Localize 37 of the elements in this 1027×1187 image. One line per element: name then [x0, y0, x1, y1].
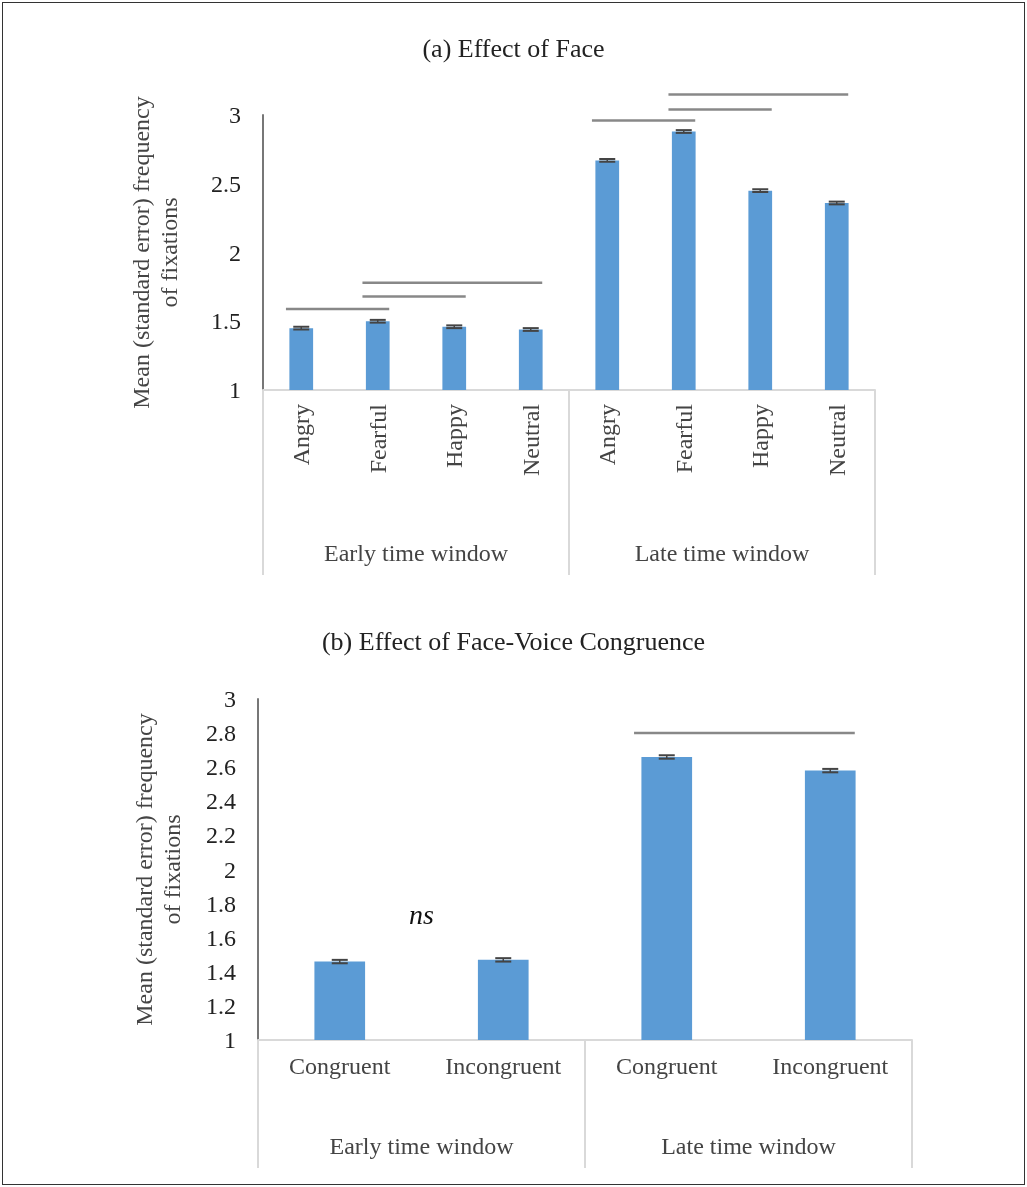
x-tick-label: Incongruent [772, 1053, 889, 1079]
y-tick-label: 2.4 [206, 788, 236, 815]
x-tick-label: Angry [288, 404, 315, 466]
y-tick-label: 3 [229, 102, 241, 128]
y-tick-label: 1.8 [206, 890, 236, 917]
y-tick-label: 2 [229, 239, 241, 266]
y-tick-label: 1.2 [206, 992, 236, 1019]
x-tick-label: Angry [594, 404, 621, 466]
y-axis-title: Mean (standard error) frequency of fixations [128, 96, 182, 409]
x-tick-label: Happy [441, 404, 468, 468]
y-tick-label: 2 [224, 856, 236, 883]
text: Late time window [634, 540, 810, 566]
x-tick-label: Neutral [517, 403, 544, 476]
x-tick-label: Congruent [289, 1053, 391, 1079]
y-tick-label: 1.4 [206, 958, 236, 985]
x-tick-label: Neutral [823, 403, 850, 476]
y-tick-label: 1 [229, 377, 241, 403]
y-tick-label: 1 [224, 1027, 236, 1053]
text: Early time window [329, 1133, 515, 1159]
chart-title: (b) Effect of Face-Voice Congruence [321, 626, 706, 656]
x-tick-label: Congruent [616, 1053, 718, 1079]
y-axis-title: Mean (standard error) frequency of fixations [131, 713, 185, 1026]
annotation: ns [409, 899, 435, 931]
y-tick-label: 2.6 [206, 754, 236, 781]
text: Late time window [661, 1133, 837, 1159]
x-tick-label: Happy [747, 404, 774, 468]
y-tick-label: 2.8 [206, 720, 236, 747]
y-tick-label: 1.6 [206, 924, 236, 951]
y-tick-label: 3 [224, 686, 236, 712]
text: Early time window [324, 540, 509, 566]
x-tick-label: Incongruent [445, 1053, 562, 1079]
y-tick-label: 2.2 [206, 822, 236, 849]
x-tick-label: Fearful [364, 403, 391, 474]
y-tick-label: 1.5 [211, 308, 241, 335]
chart-title: (a) Effect of Face [422, 33, 605, 63]
y-tick-label: 2.5 [211, 170, 241, 197]
x-tick-label: Fearful [670, 403, 697, 474]
